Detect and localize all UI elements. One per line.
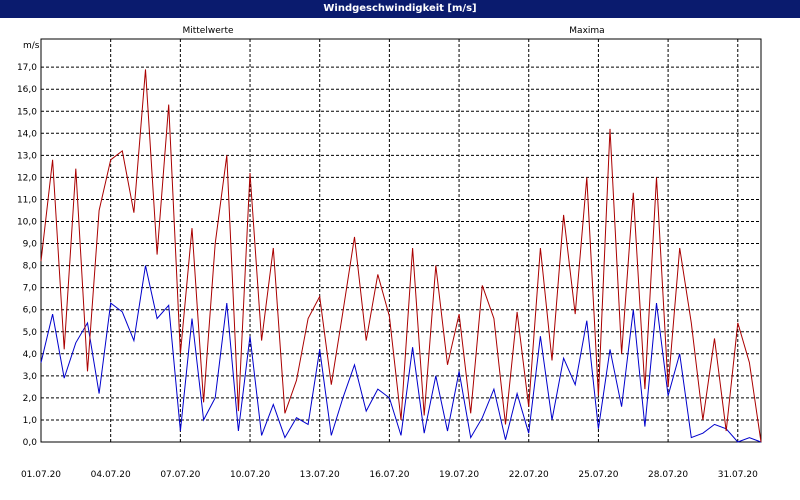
y-tick-label: 6,0 [23, 306, 38, 316]
y-tick-label: 4,0 [23, 350, 38, 360]
series-maxima-line [40, 69, 762, 443]
x-tick-label: 25.07.20 [578, 470, 618, 480]
x-tick-labels: 01.07.20 04.07.20 07.07.20 10.07.20 13.07.20… [21, 470, 758, 480]
y-tick-label: 10,0 [17, 218, 37, 228]
y-tick-label: 12,0 [17, 173, 37, 183]
y-tick-label: 5,0 [23, 328, 38, 338]
y-tick-label: 1,0 [23, 416, 38, 426]
x-tick-label: 04.07.20 [91, 470, 131, 480]
y-tick-label: 15,0 [17, 107, 37, 117]
x-tick-label: 31.07.20 [718, 470, 758, 480]
y-tick-label: 2,0 [23, 394, 38, 404]
y-tick-label: 9,0 [23, 240, 38, 250]
y-tick-label: 17,0 [17, 63, 37, 73]
y-axis-label: m/s [23, 41, 40, 51]
y-tick-label: 14,0 [17, 129, 37, 139]
x-tick-label: 22.07.20 [509, 470, 549, 480]
x-tick-label: 28.07.20 [648, 470, 688, 480]
y-tick-label: 13,0 [17, 151, 37, 161]
y-tick-label: 16,0 [17, 85, 37, 95]
y-tick-label: 8,0 [23, 262, 38, 272]
series-lines [40, 69, 762, 443]
x-tick-label: 16.07.20 [369, 470, 409, 480]
y-tick-label: 0,0 [23, 438, 38, 448]
x-tick-label: 07.07.20 [160, 470, 200, 480]
series-mittelwerte-line [40, 265, 762, 443]
y-tick-label: 3,0 [23, 372, 38, 382]
y-tick-label: 11,0 [17, 195, 37, 205]
x-tick-label: 01.07.20 [21, 470, 61, 480]
legend-mittelwerte: Mittelwerte [182, 26, 233, 36]
window-title: Windgeschwindigkeit [m/s] [0, 0, 800, 18]
x-tick-label: 13.07.20 [300, 470, 340, 480]
x-tick-label: 10.07.20 [230, 470, 270, 480]
y-tick-labels: 0,0 1,0 2,0 3,0 4,0 5,0 6,0 7,0 8,0 9,0 10,0 11,0 12… [17, 63, 37, 448]
y-tick-label: 7,0 [23, 284, 38, 294]
legend-maxima: Maxima [569, 26, 604, 36]
x-tick-label: 19.07.20 [439, 470, 479, 480]
